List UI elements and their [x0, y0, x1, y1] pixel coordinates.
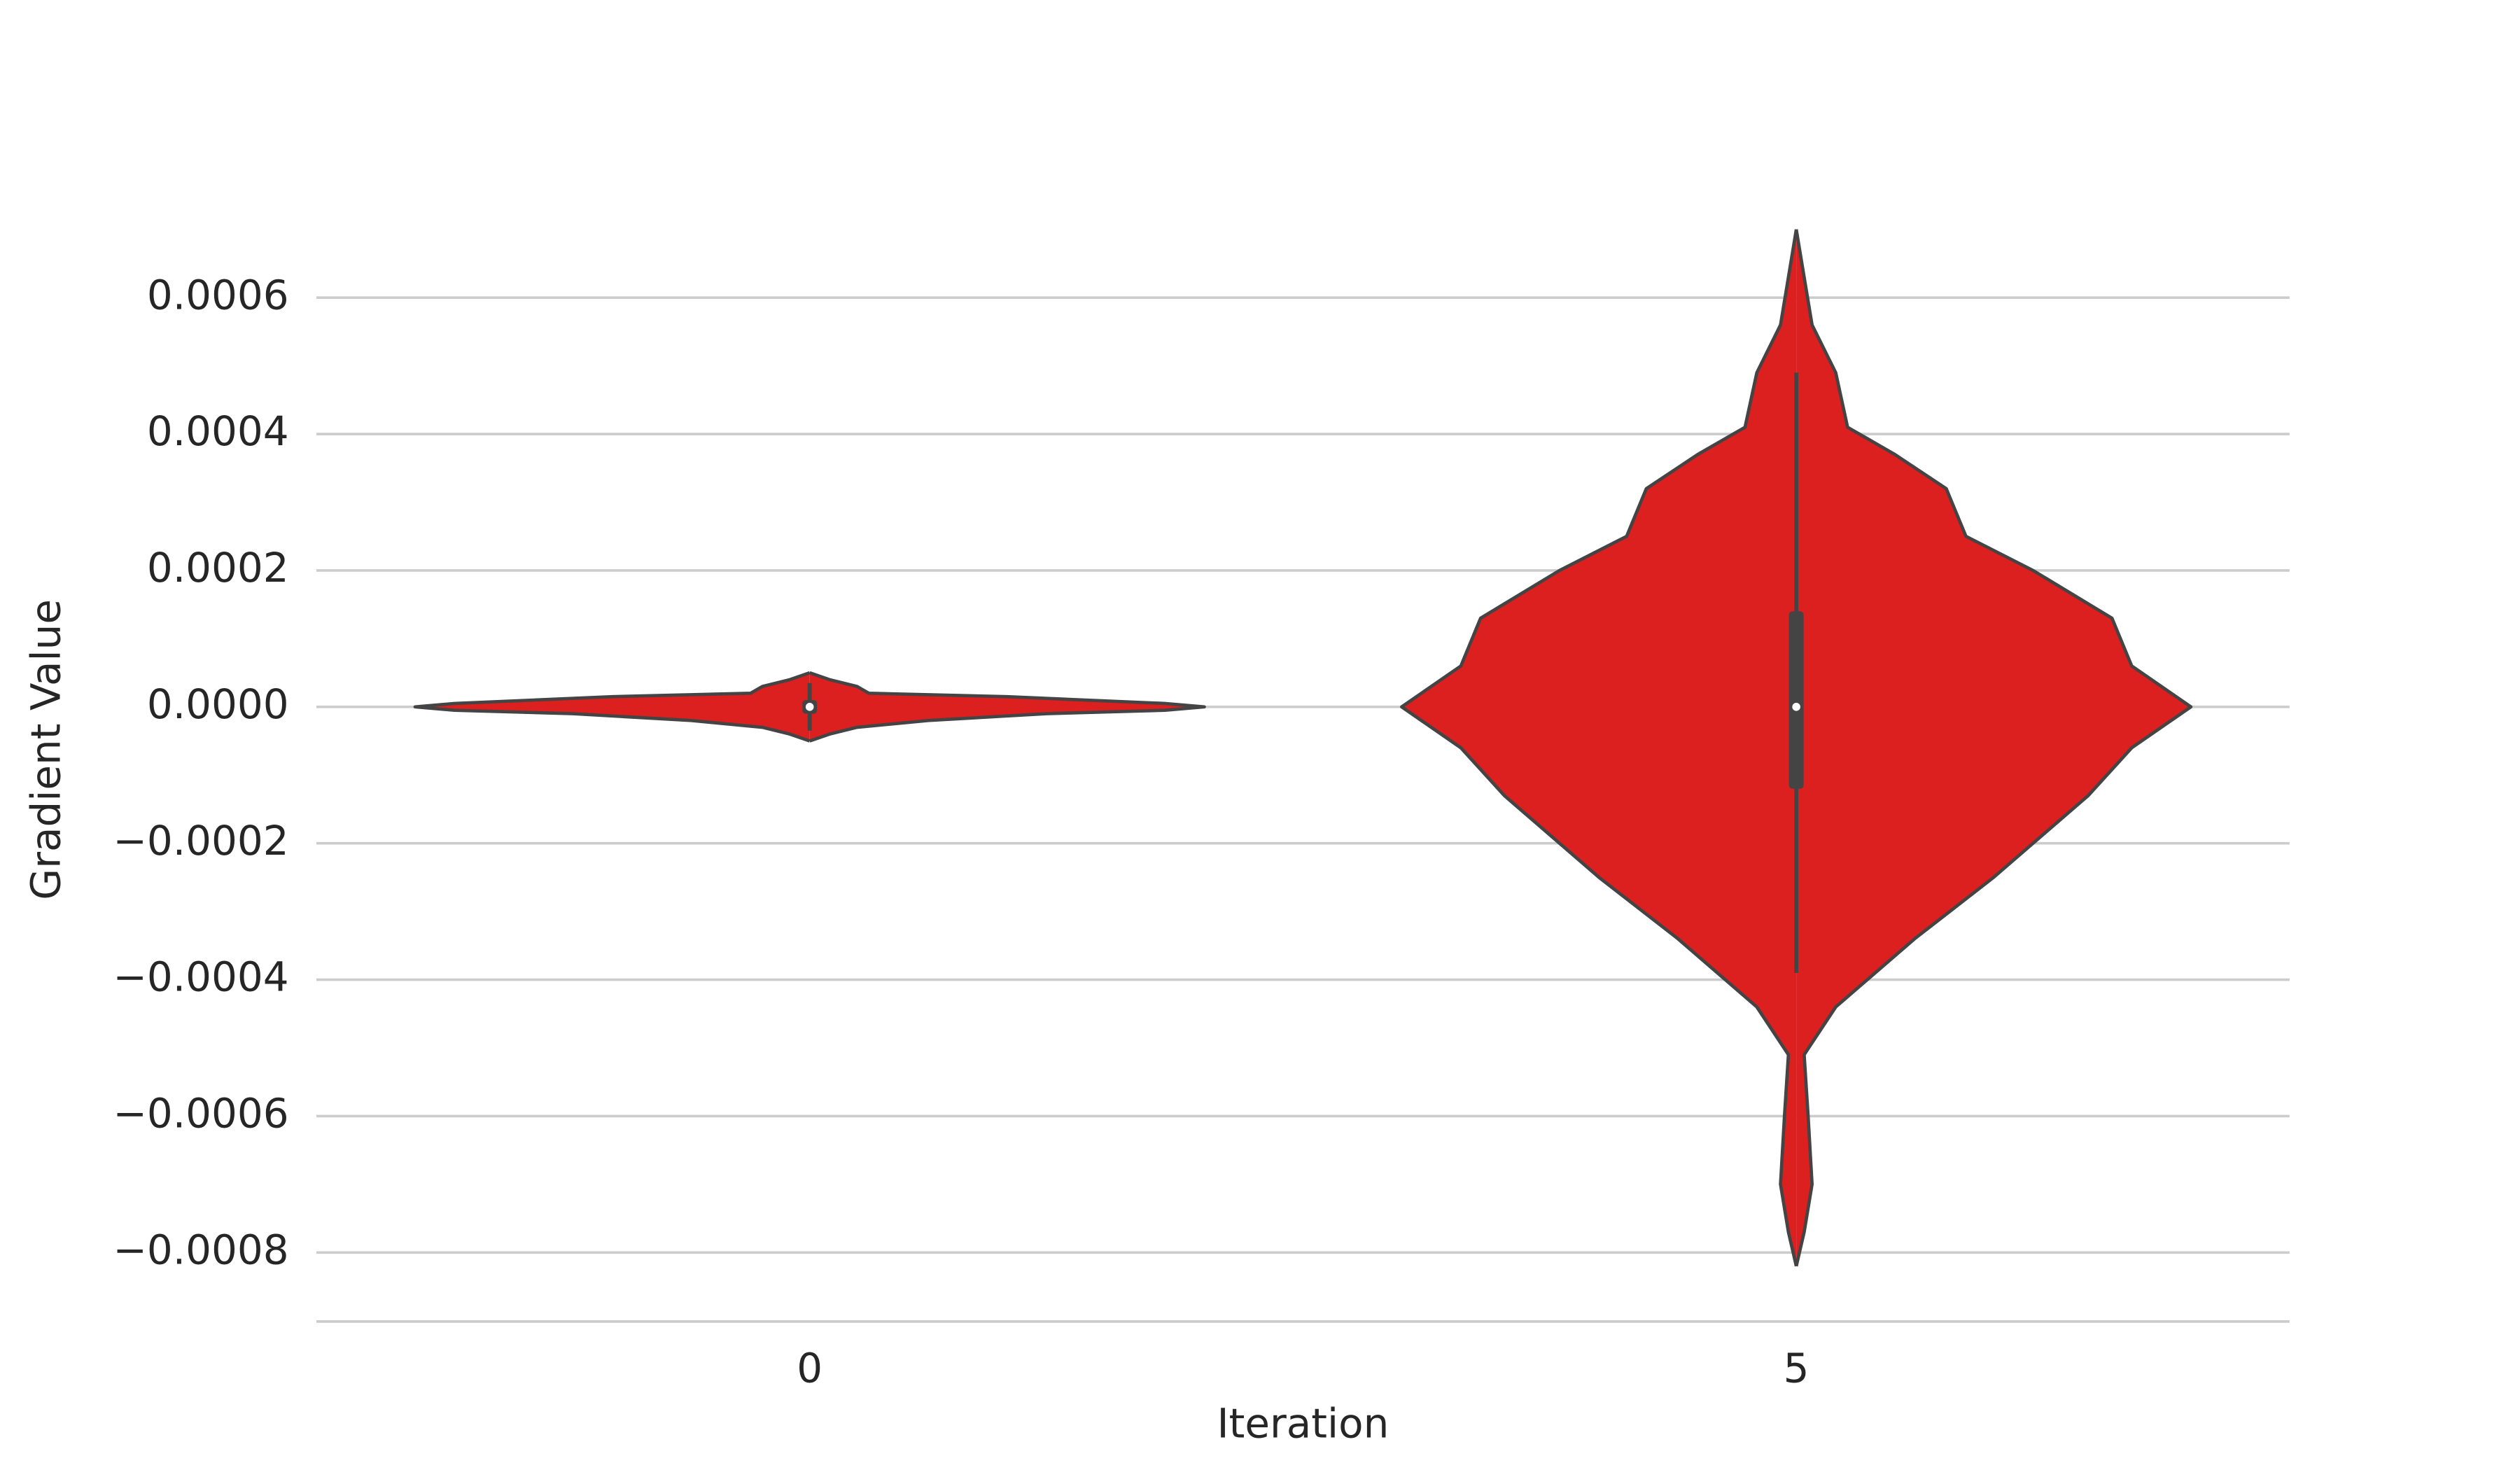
violin-outline: [413, 671, 811, 743]
violin-outline: [1794, 229, 2193, 1267]
y-tick-label: 0.0000: [147, 680, 289, 728]
x-tick-label: 5: [1784, 1345, 1809, 1392]
y-tick-label: −0.0006: [113, 1090, 288, 1138]
median: [805, 703, 814, 711]
violin-outline: [1400, 229, 1798, 1267]
y-tick-label: 0.0002: [147, 544, 289, 592]
y-tick-label: −0.0008: [113, 1226, 288, 1273]
x-tick-label: 0: [797, 1345, 822, 1392]
y-tick-label: 0.0004: [147, 407, 289, 455]
y-tick-label: −0.0004: [113, 953, 288, 1001]
box: [1788, 611, 1804, 789]
y-tick-label: −0.0002: [113, 817, 288, 864]
violin-body: [1796, 229, 2191, 1266]
median: [1792, 703, 1800, 711]
x-axis-label: Iteration: [1217, 1400, 1390, 1448]
y-tick-label: 0.0006: [147, 271, 289, 318]
violin-body: [414, 673, 810, 741]
violin-outline: [808, 671, 1206, 743]
violin-body: [809, 673, 1205, 741]
violin-body: [1401, 229, 1797, 1266]
y-axis-label: Gradient Value: [22, 599, 70, 900]
